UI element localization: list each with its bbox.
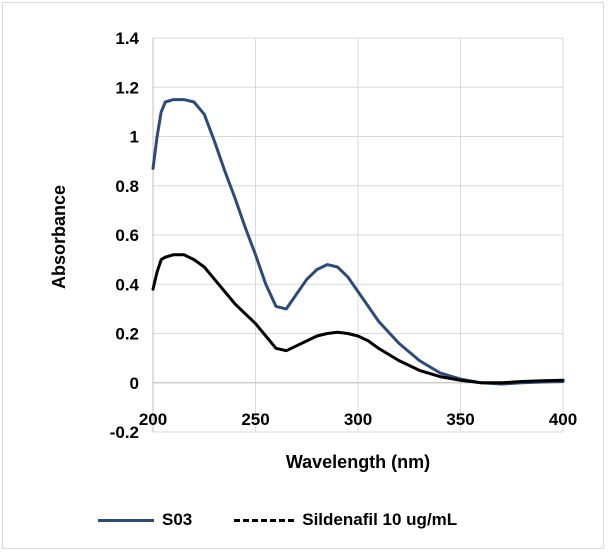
- y-tick-label: 0.8: [115, 177, 139, 196]
- legend-item-s03: S03: [98, 510, 192, 530]
- x-tick-label: 350: [446, 410, 474, 429]
- grid-layer: [152, 37, 564, 433]
- legend-label-s03: S03: [162, 510, 193, 529]
- series-line-1: [151, 253, 565, 385]
- legend: S03 Sildenafil 10 ug/mL: [98, 507, 457, 533]
- series-layer: [151, 98, 565, 386]
- y-tick-label: 1.4: [115, 29, 139, 48]
- tick-layer: -0.2 0 0.2 0.4 0.6 0.8 1 1.2 1.4 200 250 300 350 400: [110, 29, 577, 442]
- y-tick-label: 1.2: [115, 78, 139, 97]
- y-tick-label: -0.2: [110, 423, 139, 442]
- y-tick-label: 0.4: [115, 275, 139, 294]
- legend-item-sildenafil: Sildenafil 10 ug/mL: [234, 510, 457, 530]
- legend-swatch-s03: [98, 518, 154, 522]
- x-tick-label: 250: [241, 410, 269, 429]
- x-tick-label: 300: [344, 410, 372, 429]
- x-axis-title: Wavelength (nm): [286, 452, 430, 472]
- y-tick-label: 0: [130, 374, 139, 393]
- y-tick-label: 0.2: [115, 325, 139, 344]
- chart-frame: [2, 2, 604, 549]
- series-line-0: [151, 98, 565, 386]
- legend-swatch-sildenafil: [234, 518, 295, 522]
- y-axis-title: Absorbance: [49, 185, 69, 289]
- y-tick-label: 0.6: [115, 226, 139, 245]
- legend-label-sildenafil: Sildenafil 10 ug/mL: [302, 510, 458, 529]
- y-tick-label: 1: [130, 128, 139, 147]
- x-tick-label: 200: [139, 410, 167, 429]
- x-tick-label: 400: [549, 410, 577, 429]
